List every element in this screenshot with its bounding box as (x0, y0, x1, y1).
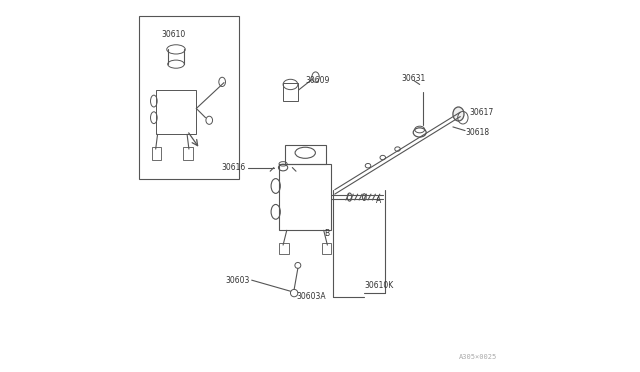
Text: 30610: 30610 (161, 30, 186, 39)
Text: A305×0025: A305×0025 (459, 353, 497, 359)
Text: A: A (376, 196, 381, 205)
Text: 30603A: 30603A (296, 292, 326, 301)
Bar (139, 16, 239, 179)
Bar (285, 145, 326, 164)
Ellipse shape (453, 107, 464, 121)
Text: 30616: 30616 (222, 163, 246, 172)
Bar (152, 147, 161, 160)
Bar (283, 83, 298, 101)
Text: 30609: 30609 (305, 76, 330, 85)
Text: 30631: 30631 (401, 74, 426, 83)
Bar (322, 243, 331, 254)
Bar (184, 147, 193, 160)
Text: 30603: 30603 (225, 276, 250, 285)
Text: 30610K: 30610K (364, 281, 394, 290)
Text: 30618: 30618 (466, 128, 490, 137)
Bar (280, 164, 331, 230)
Text: B: B (324, 230, 329, 238)
Bar (156, 90, 196, 134)
Text: 30617: 30617 (470, 108, 494, 117)
Bar (280, 243, 289, 254)
